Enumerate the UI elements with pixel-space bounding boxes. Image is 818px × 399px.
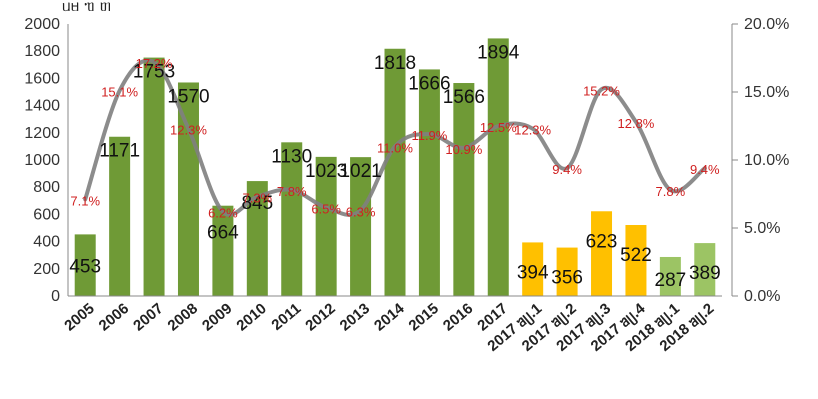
bar <box>453 83 475 296</box>
percent-label: 12.3% <box>514 123 551 138</box>
percent-label: 15.1% <box>101 85 138 100</box>
right-axis-tick-label: 15.0% <box>744 84 789 101</box>
chart-title: ᥙᥛ ᥓ ᥖ <box>62 0 112 15</box>
bar-value-label: 1171 <box>99 141 140 162</box>
right-axis-tick-label: 0.0% <box>744 288 780 305</box>
bar-value-label: 1023 <box>305 161 347 182</box>
percent-label: 6.3% <box>346 204 376 219</box>
left-axis-tick-label: 1200 <box>24 125 60 142</box>
left-axis-tick-label: 2000 <box>24 16 60 33</box>
bar <box>694 243 716 296</box>
bar-value-label: 1818 <box>374 53 416 74</box>
bar-value-label: 1894 <box>477 42 520 63</box>
percent-label: 15.2% <box>583 83 620 98</box>
percent-label: 12.3% <box>170 123 207 138</box>
left-axis-tick-label: 1000 <box>24 152 60 169</box>
bar-value-label: 1021 <box>339 161 381 182</box>
bar-value-label: 394 <box>517 262 549 283</box>
trend-line <box>83 58 707 217</box>
x-axis-tick-label: 2005 <box>61 300 97 334</box>
x-axis-tick-label: 2014 <box>371 300 408 335</box>
bar <box>659 256 681 296</box>
bar <box>315 156 337 296</box>
bar <box>74 234 96 296</box>
x-axis-tick-label: 2011 <box>268 300 304 334</box>
x-axis-tick-label: 2006 <box>96 300 132 334</box>
percent-label: 11.9% <box>411 128 447 143</box>
bar <box>212 205 234 296</box>
bar-value-label: 664 <box>207 223 239 244</box>
bar <box>281 142 303 296</box>
percent-label: 12.8% <box>618 116 655 131</box>
x-axis-tick-label: 2009 <box>199 300 235 334</box>
bar-value-label: 389 <box>689 263 721 284</box>
x-axis-tick-label: 2007 <box>130 300 166 334</box>
left-axis-tick-label: 1400 <box>24 98 60 115</box>
bar-value-label: 356 <box>551 268 583 289</box>
percent-label: 7.3% <box>242 191 272 206</box>
bar-value-label: 1753 <box>133 62 175 83</box>
bar <box>246 181 268 296</box>
left-axis-tick-label: 1800 <box>24 43 60 60</box>
right-axis-tick-label: 10.0% <box>744 152 789 169</box>
percent-label: 11.0% <box>377 140 413 155</box>
bar <box>556 247 578 296</box>
bar-value-label: 453 <box>69 256 101 277</box>
bar <box>109 136 131 296</box>
right-axis-tick-label: 20.0% <box>744 16 789 33</box>
bar <box>143 57 165 297</box>
bar <box>177 82 199 296</box>
percent-label: 10.9% <box>445 142 482 157</box>
x-axis-tick-label: 2016 <box>440 300 476 334</box>
bar-value-label: 1566 <box>443 87 485 108</box>
percent-label: 9.4% <box>552 162 582 177</box>
right-axis-tick-label: 5.0% <box>744 220 780 237</box>
percent-label: 7.1% <box>70 193 100 208</box>
percent-label: 7.8% <box>277 184 307 199</box>
left-axis-tick-label: 200 <box>33 261 60 278</box>
percent-label: 6.2% <box>208 206 238 221</box>
x-axis-tick-label: 2015 <box>405 300 441 334</box>
bar <box>591 211 613 296</box>
left-axis-tick-label: 0 <box>51 288 60 305</box>
bar <box>487 38 509 296</box>
percent-label: 12.5% <box>480 120 517 135</box>
x-axis-tick-label: 2013 <box>337 300 373 334</box>
x-axis-tick-label: 2008 <box>165 300 201 334</box>
x-axis-tick-label: 2012 <box>302 300 338 334</box>
bar-value-label: 845 <box>241 193 273 214</box>
bar <box>384 48 406 296</box>
bar <box>625 225 647 296</box>
bar <box>522 242 544 296</box>
bar-value-label: 623 <box>586 231 618 252</box>
bar <box>418 69 440 296</box>
left-axis-tick-label: 600 <box>33 206 60 223</box>
bar-value-label: 1130 <box>271 146 312 167</box>
bar-value-label: 522 <box>620 245 652 266</box>
left-axis-tick-label: 400 <box>33 234 60 251</box>
bar <box>350 157 372 296</box>
bar-value-label: 1570 <box>167 86 209 107</box>
left-axis-tick-label: 1600 <box>24 70 60 87</box>
percent-label: 9.4% <box>690 162 720 177</box>
x-axis-tick-label: 2010 <box>233 300 269 334</box>
bar-value-label: 1666 <box>408 73 450 94</box>
percent-label: 7.8% <box>656 184 686 199</box>
bar-value-label: 287 <box>655 270 687 291</box>
left-axis-tick-label: 800 <box>33 179 60 196</box>
percent-label: 6.5% <box>311 202 341 217</box>
percent-label: 17.2% <box>136 56 173 71</box>
